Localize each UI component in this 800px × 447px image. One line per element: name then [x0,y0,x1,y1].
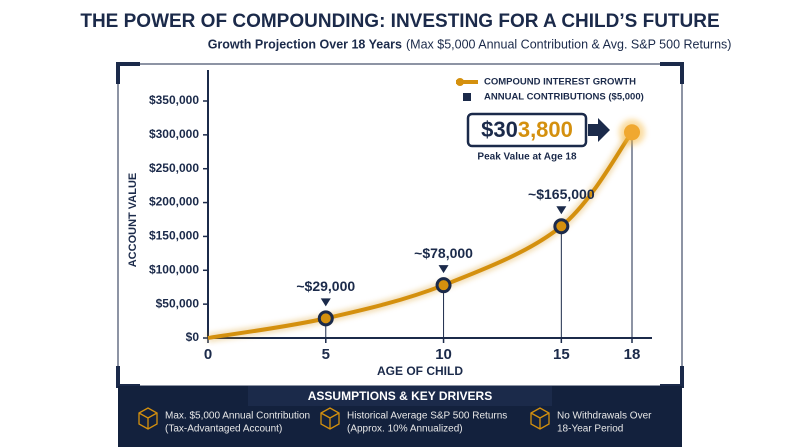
annotation: Peak Value at Age 18 [477,152,577,163]
legend-square [463,93,471,101]
assumption-text: Historical Average S&P 500 Returns [347,411,507,422]
pointer [438,265,449,274]
assumption-text: No Withdrawals Over [557,411,652,422]
peak-arrow [588,118,610,142]
point [553,218,570,235]
assumptions-title: ASSUMPTIONS & KEY DRIVERS [308,389,492,403]
chart-subtitle: Growth Projection Over 18 Years [208,37,402,51]
assumption-text: (Approx. 10% Annualized) [347,424,463,435]
value-label: ~$165,000 [528,186,595,202]
x-tick-label: 18 [624,346,641,363]
line [207,131,634,340]
peak-box [466,112,588,148]
peak-label-part: 3,800 [518,117,573,142]
pointer [556,206,567,215]
peak-point [624,124,640,141]
chart-subtitle-detail: (Max $5,000 Annual Contribution & Avg. S… [406,37,731,51]
y-tick-label: $250,000 [149,161,199,175]
pointer [320,298,331,307]
assumptions-header [248,386,552,406]
legend-label: COMPOUND INTEREST GROWTH [484,77,636,88]
assumption-text: 18-Year Period [557,424,623,435]
icon [138,407,158,430]
x-tick-label: 5 [322,346,330,363]
legend-dot [456,78,464,86]
icon [530,407,550,430]
y-tick-label: $100,000 [149,262,199,276]
line-glow [207,129,636,342]
x-tick-label: 0 [204,346,212,363]
y-tick-label: $150,000 [149,229,199,243]
y-tick-label: $200,000 [149,195,199,209]
y-tick-label: $350,000 [149,93,199,107]
point [435,277,452,294]
point [317,310,334,327]
y-tick-label: $300,000 [149,127,199,141]
x-tick-label: 15 [553,346,570,363]
peak-label-part: $30 [481,117,518,142]
assumption-text: Max. $5,000 Annual Contribution [165,411,310,422]
y-tick-label: $0 [186,330,200,344]
icon [320,407,340,430]
x-tick-label: 10 [435,346,452,363]
x-axis-label: AGE OF CHILD [377,364,463,378]
value-label: ~$78,000 [414,245,473,261]
chart-title: THE POWER OF COMPOUNDING: INVESTING FOR … [80,11,719,32]
assumption-text: (Tax-Advantaged Account) [165,424,282,435]
value-label: ~$29,000 [296,278,355,294]
y-axis-label: ACCOUNT VALUE [127,173,139,268]
peak-label: $303,800 [481,117,573,142]
y-tick-label: $50,000 [156,296,200,310]
legend-label: ANNUAL CONTRIBUTIONS ($5,000) [484,92,644,103]
